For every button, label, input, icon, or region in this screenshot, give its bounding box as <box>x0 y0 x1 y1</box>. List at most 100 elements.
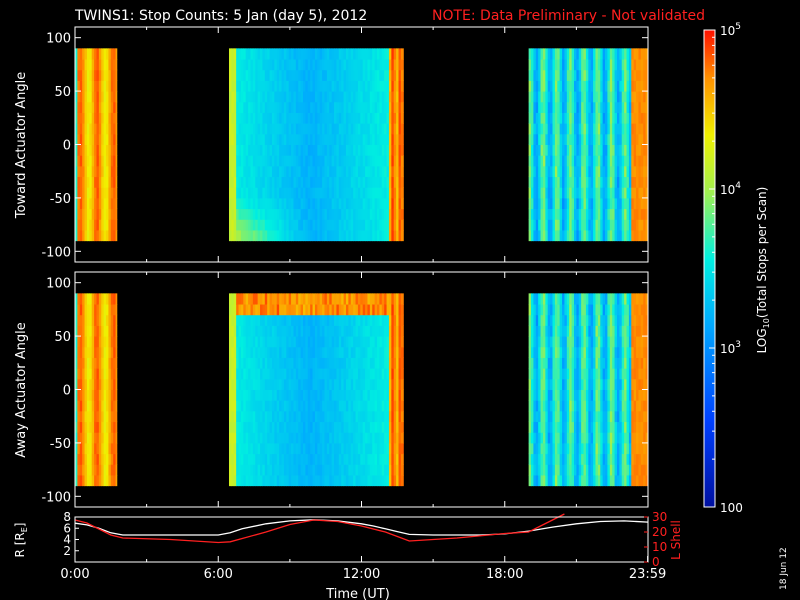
heatmap-cell <box>79 464 83 476</box>
heatmap-cell <box>550 421 553 433</box>
heatmap-cell <box>569 133 573 145</box>
heatmap-cell <box>75 197 78 210</box>
heatmap-cell <box>581 474 585 487</box>
heatmap-cell <box>569 187 573 199</box>
heatmap-cell <box>96 453 100 465</box>
heatmap-cell <box>640 187 644 199</box>
heatmap-cell <box>94 432 97 444</box>
heatmap-cell <box>391 442 395 455</box>
heatmap-cell <box>338 421 342 433</box>
heatmap-cell <box>314 442 318 455</box>
heatmap-cell <box>98 69 102 81</box>
heatmap-cell <box>101 336 105 348</box>
heatmap-cell <box>281 442 285 455</box>
heatmap-cell <box>566 336 570 348</box>
heatmap-cell <box>300 400 304 412</box>
heatmap-cell <box>303 123 306 135</box>
heatmap-cell <box>295 464 299 476</box>
heatmap-cell <box>89 229 93 242</box>
heatmap-cell <box>564 410 568 423</box>
heatmap-cell <box>379 48 383 60</box>
heatmap-cell <box>113 474 117 487</box>
heatmap-cell <box>569 165 573 178</box>
heatmap-cell <box>307 453 311 465</box>
heatmap-cell <box>590 133 594 145</box>
heatmap-cell <box>621 187 625 199</box>
heatmap-cell <box>588 133 592 145</box>
heatmap-cell <box>101 112 105 124</box>
heatmap-cell <box>262 421 266 433</box>
heatmap-cell <box>283 155 287 167</box>
heatmap-cell <box>624 219 628 231</box>
heatmap-cell <box>324 336 328 348</box>
heatmap-cell <box>115 346 118 358</box>
heatmap-cell <box>94 464 97 476</box>
heatmap-cell <box>372 69 376 81</box>
heatmap-cell <box>96 101 100 113</box>
heatmap-cell <box>388 155 392 167</box>
heatmap-cell <box>276 400 280 412</box>
heatmap-cell <box>388 325 392 337</box>
heatmap-cell <box>98 314 102 326</box>
heatmap-cell <box>324 219 328 231</box>
heatmap-cell <box>353 400 357 412</box>
heatmap-cell <box>264 325 268 337</box>
heatmap-cell <box>281 421 285 433</box>
heatmap-cell <box>326 410 330 423</box>
heatmap-cell <box>250 176 254 188</box>
heatmap-cell <box>324 59 328 71</box>
heatmap-cell <box>312 133 316 145</box>
heatmap-cell <box>341 91 345 103</box>
heatmap-cell <box>367 474 371 487</box>
heatmap-cell <box>569 48 573 60</box>
heatmap-cell <box>331 123 335 135</box>
heatmap-cell <box>559 69 563 81</box>
heatmap-cell <box>377 389 380 401</box>
heatmap-cell <box>245 293 249 305</box>
heatmap-cell <box>386 378 390 390</box>
heatmap-cell <box>255 314 259 326</box>
heatmap-cell <box>262 304 266 316</box>
heatmap-cell <box>554 432 558 444</box>
heatmap-cell <box>231 48 235 60</box>
heatmap-cell <box>303 155 306 167</box>
heatmap-cell <box>338 453 342 465</box>
heatmap-cell <box>293 464 297 476</box>
heatmap-cell <box>348 197 352 210</box>
heatmap-cell <box>101 144 105 156</box>
heatmap-cell <box>545 219 549 231</box>
heatmap-cell <box>607 378 611 390</box>
heatmap-cell <box>535 346 539 358</box>
heatmap-cell <box>607 176 611 188</box>
heatmap-cell <box>300 378 304 390</box>
heatmap-cell <box>310 165 314 178</box>
heatmap-cell <box>314 325 318 337</box>
heatmap-cell <box>388 229 392 242</box>
heatmap-cell <box>619 80 623 92</box>
heatmap-cell <box>84 197 88 210</box>
heatmap-cell <box>554 59 558 71</box>
heatmap-cell <box>396 346 400 358</box>
heatmap-cell <box>581 187 585 199</box>
heatmap-cell <box>578 112 582 124</box>
heatmap-cell <box>595 229 599 242</box>
heatmap-cell <box>588 176 592 188</box>
heatmap-cell <box>619 219 623 231</box>
heatmap-cell <box>262 80 266 92</box>
heatmap-cell <box>113 314 117 326</box>
heatmap-cell <box>307 80 311 92</box>
heatmap-cell <box>89 389 93 401</box>
heatmap-cell <box>573 304 577 316</box>
heatmap-cell <box>343 378 347 390</box>
heatmap-cell <box>336 208 340 220</box>
heatmap-cell <box>240 442 244 455</box>
heatmap-cell <box>243 389 247 401</box>
heatmap-cell <box>621 208 625 220</box>
heatmap-cell <box>379 421 383 433</box>
heatmap-cell <box>583 474 587 487</box>
heatmap-cell <box>293 314 297 326</box>
heatmap-cell <box>607 69 611 81</box>
heatmap-cell <box>578 389 582 401</box>
heatmap-cell <box>547 165 551 178</box>
heatmap-cell <box>274 389 278 401</box>
